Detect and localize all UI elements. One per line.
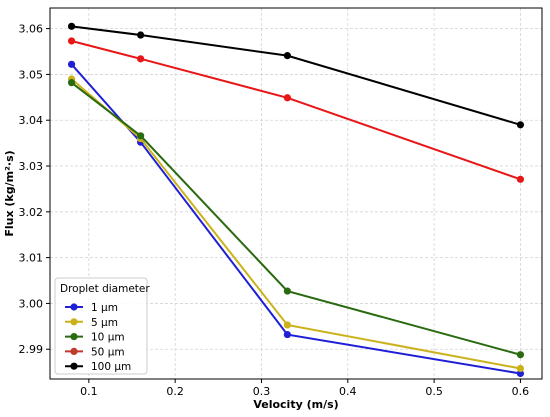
data-point — [283, 287, 291, 295]
y-tick-label: 3.03 — [19, 160, 44, 173]
data-point — [516, 121, 525, 129]
x-tick-label: 0.3 — [253, 385, 271, 398]
y-tick-label: 3.05 — [19, 68, 44, 81]
series-line-2 — [70, 81, 521, 356]
series-layer — [67, 22, 525, 378]
data-point — [137, 132, 145, 140]
data-point — [283, 52, 291, 60]
data-point — [67, 79, 76, 87]
legend-label: 5 μm — [91, 317, 118, 329]
data-point — [137, 55, 145, 63]
data-point — [67, 22, 76, 30]
x-axis-ticks: 0.1 0.2 0.3 0.4 0.5 0.6 — [80, 379, 529, 398]
legend-label: 10 μm — [91, 332, 125, 344]
y-axis-label: Flux (kg/m²·s) — [3, 150, 16, 236]
y-tick-label: 2.99 — [19, 343, 44, 356]
legend-label: 50 μm — [91, 346, 125, 358]
legend-swatch-marker — [70, 362, 78, 370]
x-tick-label: 0.5 — [425, 385, 443, 398]
series-line-4 — [71, 25, 521, 126]
x-tick-label: 0.2 — [166, 385, 184, 398]
data-point — [283, 330, 291, 339]
data-point — [516, 364, 525, 373]
data-point — [67, 37, 76, 45]
data-point — [283, 321, 291, 329]
data-point — [67, 60, 76, 68]
series-line-3 — [71, 40, 521, 181]
x-tick-label: 0.6 — [512, 385, 530, 398]
data-point — [516, 175, 525, 183]
y-tick-label: 3.01 — [19, 252, 44, 265]
data-point — [283, 94, 291, 102]
data-point — [137, 31, 145, 39]
y-tick-label: 3.00 — [19, 297, 44, 310]
x-tick-label: 0.1 — [80, 385, 98, 398]
legend-swatch-marker — [70, 333, 78, 341]
legend-swatch-marker — [70, 303, 78, 311]
legend-box — [54, 277, 148, 375]
y-tick-label: 3.02 — [19, 206, 44, 219]
legend: Droplet diameter 1 μm 5 μm 10 μm 50 μm 100 μ… — [54, 277, 150, 375]
legend-label: 1 μm — [91, 302, 118, 314]
plot-frame — [49, 7, 543, 380]
legend-label: 100 μm — [91, 361, 131, 373]
series-line-0 — [70, 63, 521, 375]
data-point — [516, 351, 525, 359]
y-axis-ticks: 2.99 3.00 3.01 3.02 3.03 3.04 3.05 3.06 — [19, 23, 50, 356]
x-axis-label: Velocity (m/s) — [253, 398, 338, 411]
legend-swatch-marker — [70, 347, 78, 355]
y-tick-label: 3.06 — [19, 23, 44, 36]
legend-title: Droplet diameter — [60, 283, 150, 295]
data-point — [516, 369, 525, 378]
x-tick-label: 0.4 — [339, 385, 357, 398]
legend-items: 1 μm 5 μm 10 μm 50 μm 100 μm — [65, 302, 131, 373]
y-tick-label: 3.04 — [19, 114, 44, 127]
legend-swatch-marker — [70, 318, 78, 326]
